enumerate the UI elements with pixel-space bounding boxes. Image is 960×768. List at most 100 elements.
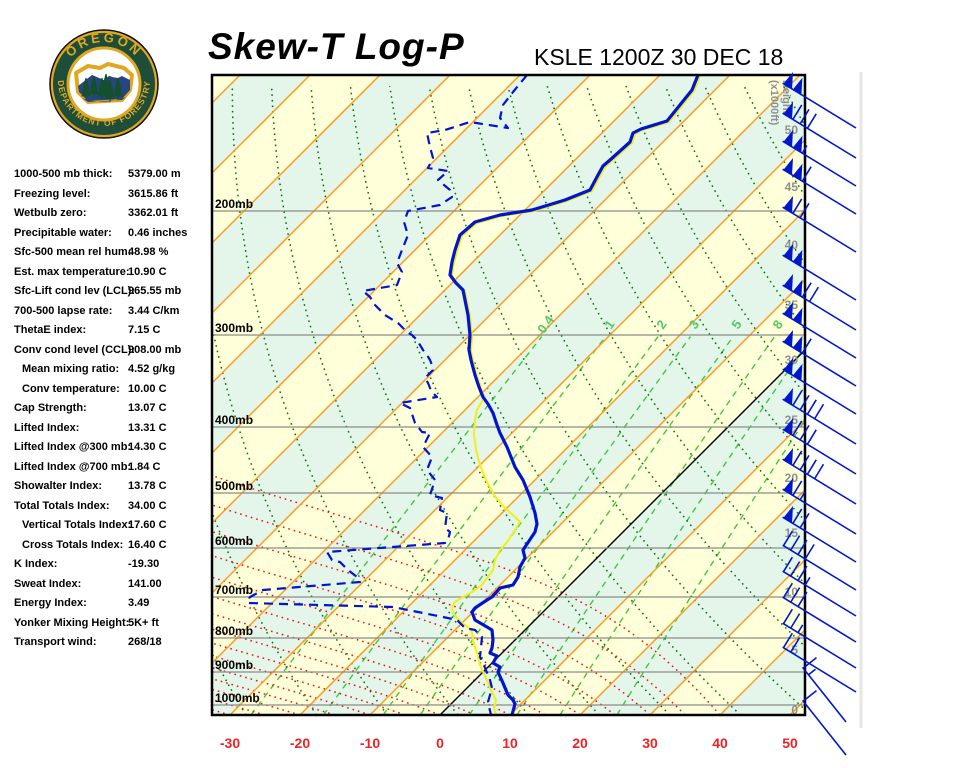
index-row: 1000-500 mb thick: 5379.00 m <box>0 168 212 184</box>
index-value: -19.30 <box>128 558 160 570</box>
moist-adiabat-line <box>212 709 231 715</box>
index-label: 700-500 lapse rate: <box>14 304 113 317</box>
index-value: 0.46 inches <box>128 226 188 239</box>
mixing-ratio-line <box>250 336 543 715</box>
pressure-label: 500mb <box>215 479 253 493</box>
wind-barb <box>782 71 857 129</box>
index-label: Cross Totals Index: <box>22 538 124 551</box>
index-value: 17.60 C <box>128 519 167 531</box>
index-label: Lifted Index @700 mb: <box>14 460 132 473</box>
index-value: 10.00 C <box>128 382 167 395</box>
index-label: Conv temperature: <box>22 382 120 395</box>
index-label: Showalter Index: <box>14 480 103 492</box>
odf-logo: OREGON DEPARTMENT OF FORESTRY <box>48 28 160 144</box>
index-value: 141.00 <box>128 577 162 590</box>
index-value: 3615.86 ft <box>128 187 179 200</box>
isotherm-line <box>0 75 170 715</box>
dry-adiabat-line <box>388 85 742 715</box>
mixing-ratio-line <box>419 336 692 715</box>
index-label: Transport wind: <box>14 636 97 648</box>
isotherm-line <box>229 138 805 715</box>
index-row: Est. max temperature: 10.90 C <box>0 266 212 282</box>
wind-barb <box>782 530 857 591</box>
index-value: 16.40 C <box>128 538 167 551</box>
index-value: 1.84 C <box>128 460 161 473</box>
wind-barb <box>782 417 857 475</box>
wind-barb <box>782 329 857 387</box>
index-row: Lifted Index @700 mb: 1.84 C <box>0 461 212 477</box>
wind-barb <box>801 657 847 723</box>
dry-adiabat-line <box>862 86 960 715</box>
isotherm-band <box>0 75 170 715</box>
index-row: Total Totals Index: 34.00 C <box>0 500 212 516</box>
index-value: 5379.00 m <box>128 168 181 180</box>
isotherm-line <box>212 75 241 105</box>
dry-adiabat-line <box>782 85 805 128</box>
page-title: Skew-T Log-P <box>208 26 465 67</box>
temperature-trace <box>448 75 700 715</box>
index-label: Wetbulb zero: <box>14 207 87 219</box>
index-row: Mean mixing ratio: 4.52 g/kg <box>0 363 212 379</box>
isotherm-line <box>212 75 661 525</box>
isotherm-line <box>212 75 801 665</box>
index-value: 10.90 C <box>128 265 167 278</box>
moist-adiabat-line <box>0 77 195 715</box>
temp-axis-label: 20 <box>572 735 588 751</box>
indices-panel: 1000-500 mb thick: 5379.00 m Freezing leve… <box>0 0 212 768</box>
index-label: Est. max temperature: <box>14 265 130 278</box>
isotherm-band <box>790 700 805 715</box>
temp-axis-label: 40 <box>712 735 728 751</box>
isotherm-band <box>860 75 960 715</box>
index-value: 3362.01 ft <box>128 207 179 219</box>
temp-axis-label: 10 <box>502 735 518 751</box>
wind-barb <box>782 556 857 617</box>
index-label: 1000-500 mb thick: <box>14 168 113 180</box>
isotherm-line <box>212 75 591 455</box>
index-row: Showalter Index: 13.78 C <box>0 480 212 496</box>
wind-barb <box>782 632 857 693</box>
wind-barb <box>782 195 857 253</box>
isotherm-line <box>212 75 521 385</box>
temp-axis-label: -20 <box>290 735 310 751</box>
dry-adiabat-line <box>15 86 105 715</box>
index-value: 5K+ ft <box>128 616 159 629</box>
wind-barb <box>782 357 857 415</box>
index-label: Total Totals Index: <box>14 499 110 512</box>
height-tick-label: 40 <box>785 238 799 252</box>
index-row: Yonker Mixing Height: 5K+ ft <box>0 617 212 633</box>
index-row: Cross Totals Index: 16.40 C <box>0 539 212 555</box>
index-value: 4.52 g/kg <box>128 363 176 375</box>
index-row: Lifted Index @300 mb: 14.30 C <box>0 441 212 457</box>
dry-adiabat-line <box>0 86 34 715</box>
mixing-ratio-line <box>468 336 734 715</box>
pressure-label: 400mb <box>215 413 253 427</box>
index-label: Sfc-Lift cond lev (LCL): <box>14 285 135 297</box>
isotherm-line <box>299 208 805 715</box>
dry-adiabat-line <box>902 86 960 715</box>
height-tick-label: 20 <box>785 471 799 485</box>
index-value: 14.30 C <box>128 441 167 453</box>
index-label: Cap Strength: <box>14 402 87 414</box>
dry-adiabat-line <box>941 86 960 715</box>
wind-barb <box>782 243 857 301</box>
index-value: 3.44 C/km <box>128 304 180 317</box>
wind-barb <box>782 157 857 215</box>
mixing-ratio-line <box>382 336 659 715</box>
svg-text:Height: Height <box>780 80 792 115</box>
pressure-label: 200mb <box>215 197 253 211</box>
index-row: Wetbulb zero: 3362.01 ft <box>0 207 212 223</box>
temp-axis-label: 0 <box>436 735 444 751</box>
temp-axis-label: 50 <box>782 735 798 751</box>
temp-axis-label: 30 <box>642 735 658 751</box>
index-value: 34.00 C <box>128 499 167 512</box>
moist-adiabat-line <box>212 554 616 715</box>
height-tick-label: 5 <box>791 643 798 657</box>
index-label: K Index: <box>14 558 58 570</box>
index-value: 13.78 C <box>128 480 167 492</box>
index-row: Freezing level: 3615.86 ft <box>0 188 212 204</box>
pressure-label: 900mb <box>215 658 253 672</box>
moist-adiabat-line <box>0 77 160 715</box>
temp-axis-label: -10 <box>360 735 380 751</box>
